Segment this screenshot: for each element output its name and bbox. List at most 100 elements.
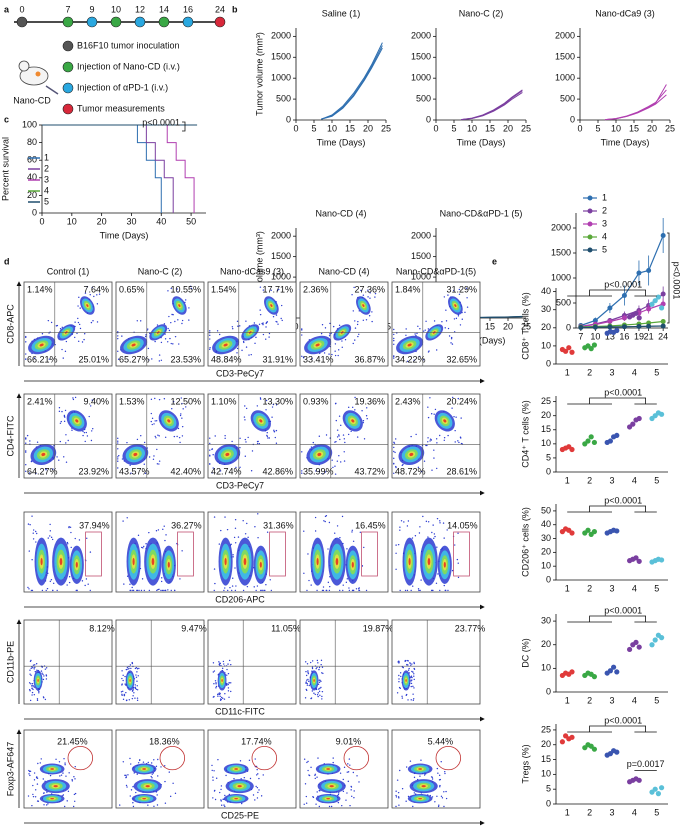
event-dot [81, 341, 84, 343]
event-dot [220, 529, 222, 532]
event-dot [404, 659, 407, 662]
gate-percent: 35.99% [303, 466, 334, 476]
mouse-body [19, 66, 49, 86]
event-dot [89, 589, 91, 592]
event-dot [143, 463, 145, 465]
event-dot [465, 287, 468, 289]
event-dot [368, 315, 371, 317]
panel-label: b [232, 4, 238, 14]
event-dot [143, 441, 146, 444]
dot [611, 664, 617, 670]
density [316, 558, 319, 566]
event-dot [40, 758, 42, 760]
event-dot [275, 429, 278, 432]
event-dot [168, 329, 171, 332]
event-dot [318, 668, 320, 671]
event-dot [215, 685, 218, 688]
event-dot [234, 589, 237, 592]
dot [636, 558, 642, 564]
x-tick-label: 10 [467, 123, 477, 133]
event-dot [319, 694, 321, 696]
event-dot [49, 530, 52, 532]
event-dot [231, 585, 234, 587]
y-axis-label: Foxp3-AF647 [5, 742, 15, 797]
event-dot [395, 790, 397, 792]
event-dot [155, 765, 158, 768]
dot [655, 791, 662, 797]
y-tick-label: 1000 [551, 272, 571, 282]
gate-percent: 25.01% [78, 354, 109, 364]
event-dot [455, 416, 457, 418]
event-dot [161, 577, 163, 579]
event-dot [334, 350, 336, 352]
marker [646, 323, 652, 329]
x-tick-label: 4 [632, 367, 637, 377]
event-dot [177, 319, 179, 321]
y-tick-label: 1500 [551, 247, 571, 257]
event-dot [89, 405, 92, 407]
event-dot [181, 417, 183, 419]
event-dot [67, 543, 69, 545]
event-dot [62, 794, 65, 796]
event-dot [353, 286, 355, 289]
density [167, 419, 171, 423]
event-dot [25, 335, 27, 338]
event-dot [352, 589, 354, 592]
event-dot [163, 525, 165, 527]
event-dot [77, 317, 79, 320]
event-dot [259, 313, 262, 316]
event-dot [117, 358, 120, 360]
dot [569, 530, 575, 536]
event-dot [458, 293, 461, 295]
event-dot [446, 529, 448, 531]
event-dot [91, 286, 93, 289]
axis [555, 614, 668, 693]
event-dot [418, 589, 420, 592]
event-dot [258, 323, 261, 325]
event-dot [145, 334, 147, 336]
dot [559, 739, 566, 745]
event-dot [39, 762, 41, 764]
event-dot [369, 297, 371, 299]
axis [295, 28, 386, 121]
event-dot [82, 434, 84, 437]
dot [588, 346, 594, 352]
event-dot [155, 437, 157, 439]
event-dot [393, 337, 395, 340]
event-dot [36, 783, 39, 785]
event-dot [317, 683, 320, 686]
event-dot [172, 343, 174, 345]
event-dot [45, 589, 47, 592]
gate [453, 531, 470, 577]
event-dot [239, 446, 241, 449]
event-dot [315, 667, 317, 670]
event-dot [212, 776, 214, 778]
y-tick-label: 80 [27, 137, 37, 147]
event-dot [217, 693, 219, 695]
dot [649, 642, 655, 648]
x-tick-label: 2 [587, 807, 592, 817]
event-dot [63, 758, 65, 760]
y-tick-label: 1500 [555, 52, 575, 62]
event-dot [234, 527, 237, 529]
event-dot [72, 398, 75, 401]
event-dot [443, 791, 445, 793]
event-dot [220, 698, 222, 701]
event-dot [438, 779, 441, 781]
event-dot [310, 697, 313, 699]
event-dot [29, 699, 32, 702]
event-dot [407, 699, 409, 701]
event-dot [45, 468, 47, 470]
event-dot [405, 334, 407, 337]
event-dot [126, 666, 129, 669]
event-dot [117, 350, 119, 353]
series-line [321, 42, 383, 120]
event-dot [160, 580, 163, 583]
event-dot [305, 661, 307, 663]
event-dot [63, 456, 65, 458]
gate-percent: 33.41% [303, 354, 334, 364]
event-dot [213, 589, 215, 592]
event-dot [228, 682, 231, 684]
event-dot [272, 316, 275, 318]
legend-dot [62, 61, 74, 73]
